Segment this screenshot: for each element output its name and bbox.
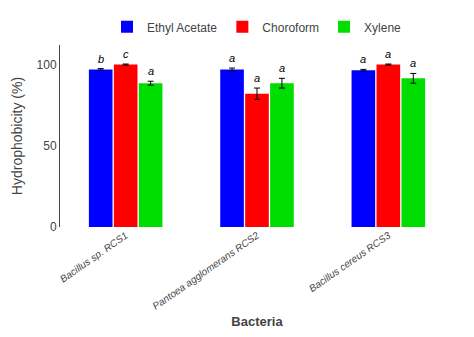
svg-text:a: a <box>360 53 366 65</box>
svg-text:0: 0 <box>50 220 57 234</box>
svg-text:Choroform: Choroform <box>262 21 319 35</box>
svg-text:a: a <box>229 52 235 64</box>
svg-text:Hydrophobicity (%): Hydrophobicity (%) <box>9 77 25 195</box>
svg-text:a: a <box>385 48 391 60</box>
svg-text:a: a <box>279 62 285 74</box>
svg-text:Bacteria: Bacteria <box>231 314 283 329</box>
svg-text:Pantoea agglomerans RCS2: Pantoea agglomerans RCS2 <box>150 229 261 311</box>
svg-text:Bacillus sp. RCS1: Bacillus sp. RCS1 <box>58 230 130 285</box>
svg-text:b: b <box>98 53 104 65</box>
svg-text:50: 50 <box>43 139 57 153</box>
svg-text:a: a <box>254 72 260 84</box>
svg-text:a: a <box>148 65 154 77</box>
svg-text:Xylene: Xylene <box>364 21 401 35</box>
svg-text:c: c <box>123 48 129 60</box>
svg-text:Bacillus cereus RCS3: Bacillus cereus RCS3 <box>307 229 393 294</box>
svg-text:Ethyl Acetate: Ethyl Acetate <box>147 21 217 35</box>
svg-text:100: 100 <box>37 58 57 72</box>
svg-text:a: a <box>410 57 416 69</box>
